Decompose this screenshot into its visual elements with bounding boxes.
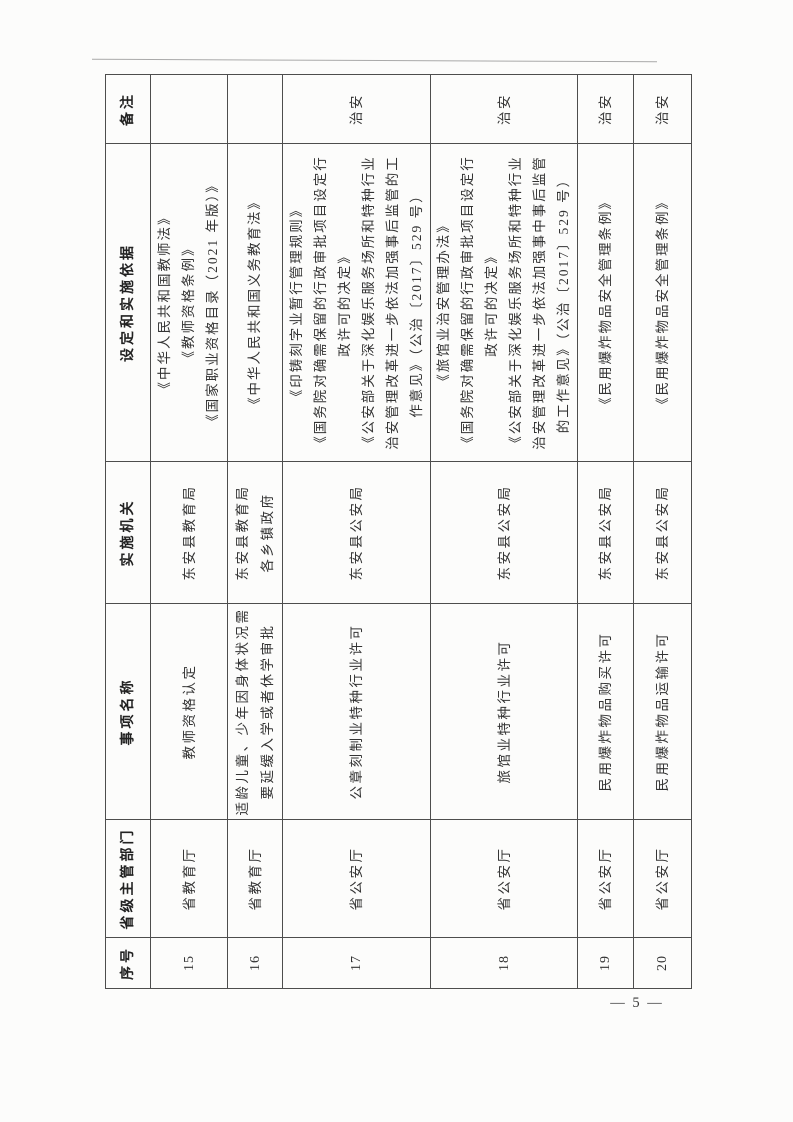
table-row-17: 17 省公安厅 公章刻制业特种行业许可 东安县公安局 《印铸刻字业暂行管理规则》… — [282, 74, 431, 989]
cell-remark: 治安 — [282, 74, 431, 144]
cell-dept: 省教育厅 — [150, 819, 228, 938]
table-row-15: 15 省教育厅 教师资格认定 东安县教育局 《中华人民共和国教师法》 《教师资格… — [150, 74, 228, 989]
page-number: — 5 — — [610, 995, 664, 1011]
cell-remark: 治安 — [577, 74, 634, 144]
cell-no: 18 — [430, 937, 578, 989]
cell-agency: 东安县公安局 — [577, 461, 634, 604]
cell-basis: 《印铸刻字业暂行管理规则》 《国务院对确需保留的行政审批项目设定行 政许可的决定… — [282, 143, 431, 462]
cell-dept: 省公安厅 — [282, 819, 431, 938]
header-agency: 实施机关 — [105, 461, 151, 604]
cell-no: 17 — [282, 937, 431, 989]
cell-item: 适龄儿童、少年因身体状况需 要延缓入学或者休学审批 — [227, 603, 283, 820]
rotated-table-wrapper: 序号 省级主管部门 事项名称 实施机关 设定和实施依据 备注 15 省教育厅 教… — [105, 74, 692, 989]
table-row-20: 20 省公安厅 民用爆炸物品运输许可 东安县公安局 《民用爆炸物品安全管理条例》… — [633, 74, 692, 989]
cell-no: 19 — [577, 937, 634, 989]
cell-basis: 《中华人民共和国教师法》 《教师资格条例》 《国家职业资格目录（2021 年版）… — [150, 143, 228, 462]
header-remark: 备注 — [105, 74, 151, 144]
cell-agency: 东安县教育局 各乡镇政府 — [227, 461, 283, 604]
cell-dept: 省公安厅 — [633, 819, 692, 938]
cell-basis: 《民用爆炸物品安全管理条例》 — [633, 143, 692, 462]
header-no: 序号 — [105, 937, 151, 989]
cell-item: 旅馆业特种行业许可 — [430, 603, 578, 820]
header-basis: 设定和实施依据 — [105, 143, 151, 462]
table-row-18: 18 省公安厅 旅馆业特种行业许可 东安县公安局 《旅馆业治安管理办法》 《国务… — [430, 74, 578, 989]
header-dept: 省级主管部门 — [105, 819, 151, 938]
cell-agency: 东安县教育局 — [150, 461, 228, 604]
approval-items-table: 序号 省级主管部门 事项名称 实施机关 设定和实施依据 备注 15 省教育厅 教… — [105, 74, 692, 989]
cell-basis: 《中华人民共和国义务教育法》 — [227, 143, 283, 462]
cell-agency: 东安县公安局 — [430, 461, 578, 604]
cell-remark — [227, 74, 283, 144]
cell-no: 20 — [633, 937, 692, 989]
cell-no: 15 — [150, 937, 228, 989]
cell-item: 民用爆炸物品购买许可 — [577, 603, 634, 820]
cell-agency: 东安县公安局 — [282, 461, 431, 604]
cell-remark: 治安 — [430, 74, 578, 144]
cell-item: 民用爆炸物品运输许可 — [633, 603, 692, 820]
cell-item: 教师资格认定 — [150, 603, 228, 820]
cell-dept: 省教育厅 — [227, 819, 283, 938]
cell-dept: 省公安厅 — [577, 819, 634, 938]
cell-agency: 东安县公安局 — [633, 461, 692, 604]
table-row-16: 16 省教育厅 适龄儿童、少年因身体状况需 要延缓入学或者休学审批 东安县教育局… — [227, 74, 283, 989]
table-row-19: 19 省公安厅 民用爆炸物品购买许可 东安县公安局 《民用爆炸物品安全管理条例》… — [577, 74, 634, 989]
cell-no: 16 — [227, 937, 283, 989]
cell-dept: 省公安厅 — [430, 819, 578, 938]
cell-basis: 《旅馆业治安管理办法》 《国务院对确需保留的行政审批项目设定行 政许可的决定》 … — [430, 143, 578, 462]
scan-artifact-line — [92, 58, 657, 63]
header-item: 事项名称 — [105, 603, 151, 820]
cell-remark: 治安 — [633, 74, 692, 144]
cell-remark — [150, 74, 228, 144]
cell-item: 公章刻制业特种行业许可 — [282, 603, 431, 820]
cell-basis: 《民用爆炸物品安全管理条例》 — [577, 143, 634, 462]
header-row: 序号 省级主管部门 事项名称 实施机关 设定和实施依据 备注 — [105, 74, 151, 989]
